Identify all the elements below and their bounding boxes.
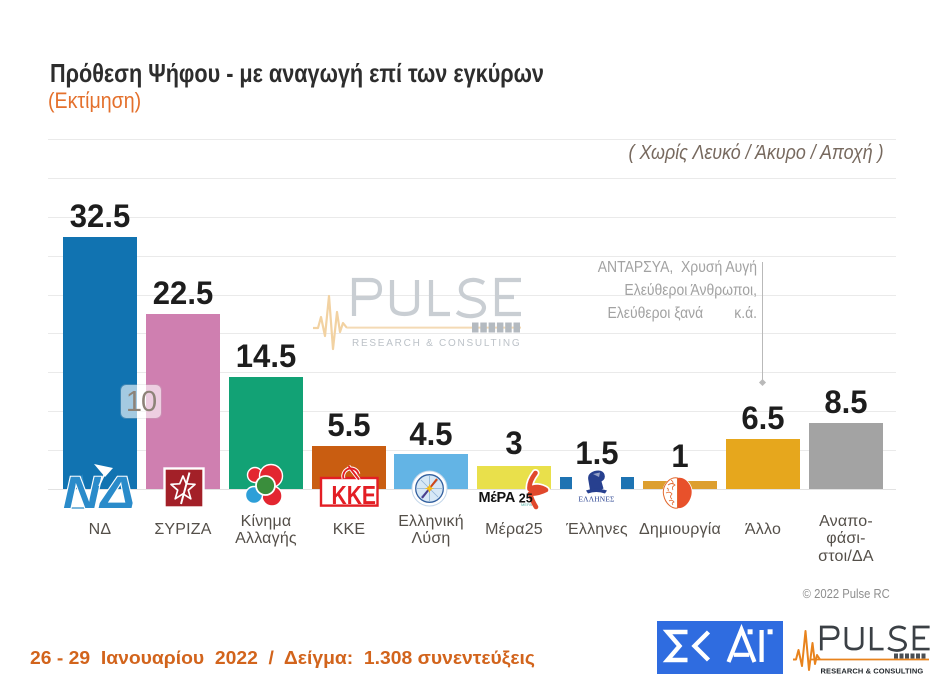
svg-text:ΜΕΡΑ: ΜΕΡΑ (521, 502, 532, 507)
svg-text:RESEARCH & CONSULTING: RESEARCH & CONSULTING (352, 338, 521, 349)
svg-text:25: 25 (519, 491, 533, 505)
svg-text:ΚΚΕ: ΚΚΕ (332, 480, 377, 510)
svg-text:ΜέΡΑ: ΜέΡΑ (479, 490, 516, 506)
svg-text:ΕΛΛΗΝΕΣ: ΕΛΛΗΝΕΣ (578, 495, 614, 504)
svg-text:RESEARCH & CONSULTING: RESEARCH & CONSULTING (821, 667, 924, 676)
svg-text:ΝΔ: ΝΔ (63, 467, 135, 511)
